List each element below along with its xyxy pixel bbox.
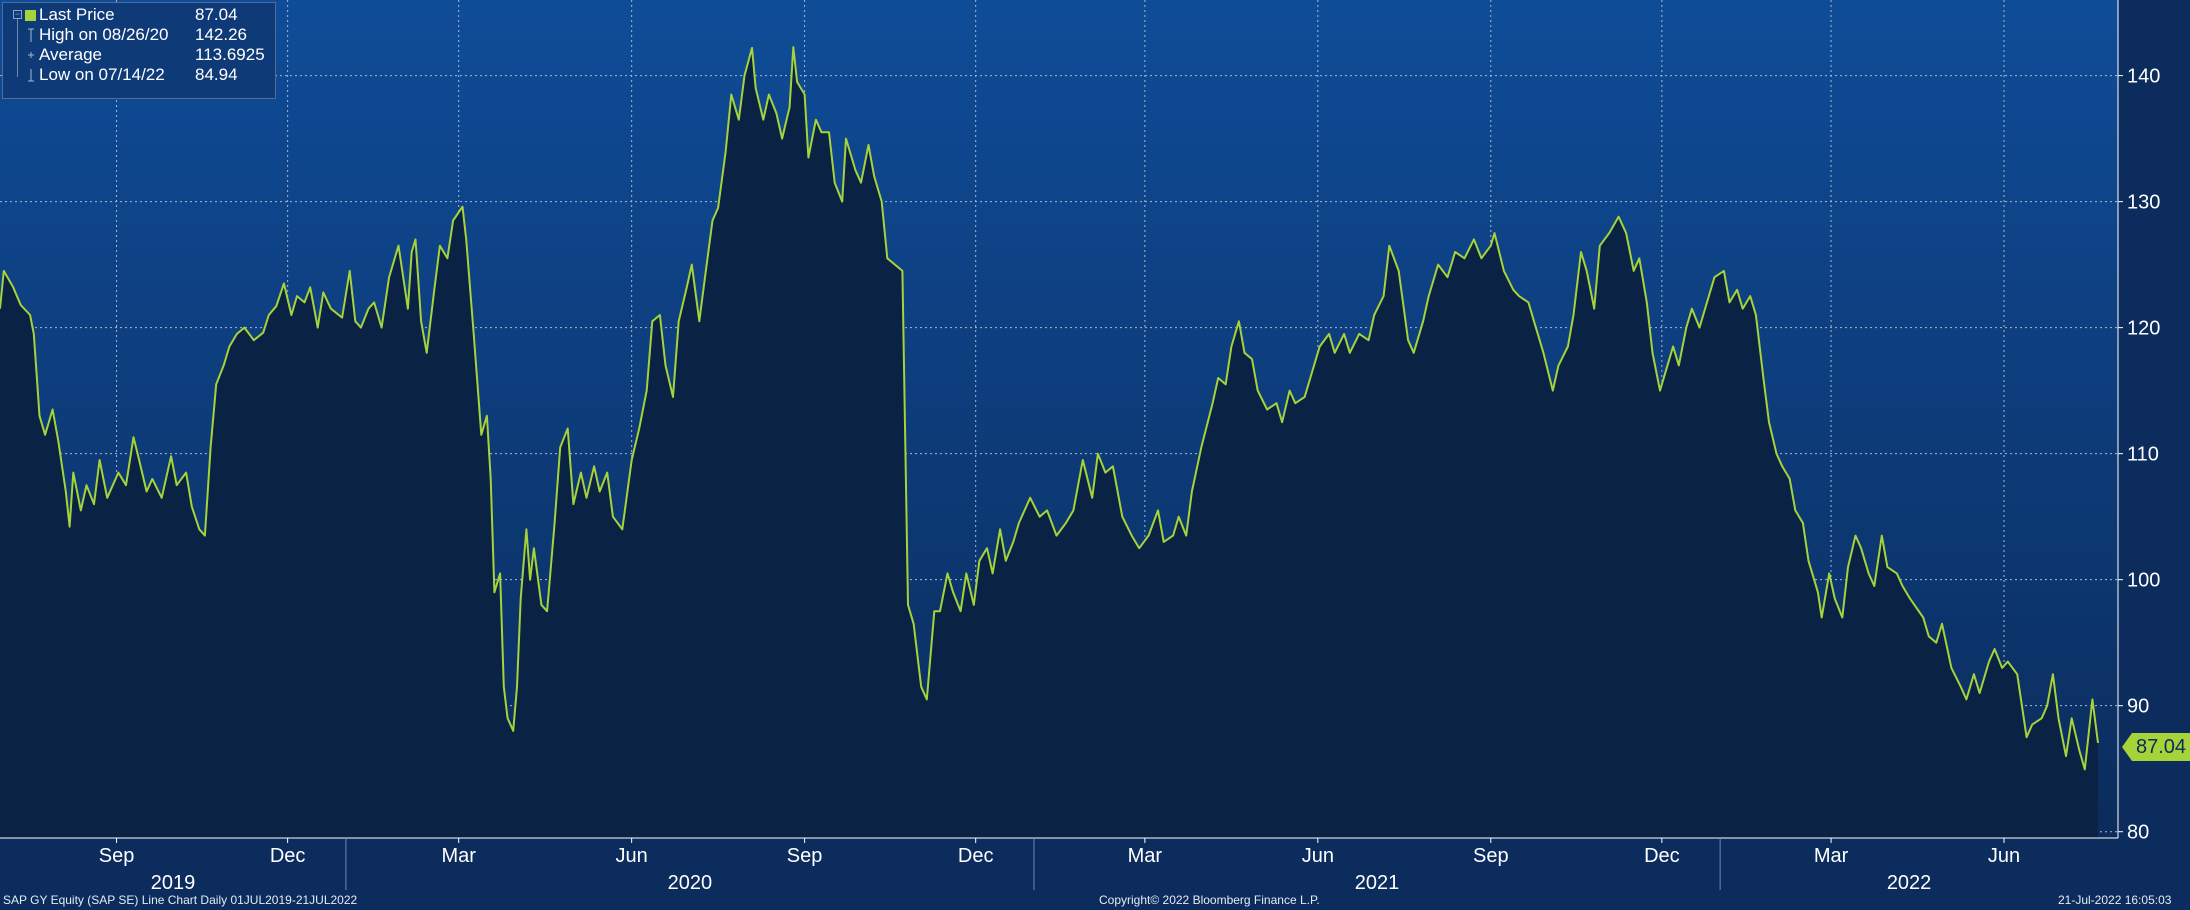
x-tick-label: Dec <box>958 845 994 867</box>
x-tick-label: Mar <box>1128 845 1163 867</box>
year-label: 2022 <box>1887 872 1932 894</box>
footer-timestamp: 21-Jul-2022 16:05:03 <box>2058 893 2172 907</box>
legend-low-label: Low on 07/14/22 <box>39 65 165 84</box>
x-tick-label: Jun <box>1988 845 2020 867</box>
legend-high-value: 142.26 <box>195 25 247 44</box>
x-tick-label: Dec <box>270 845 306 867</box>
legend-average-value: 113.6925 <box>195 45 265 64</box>
x-tick-label: Mar <box>1814 845 1849 867</box>
price-line <box>0 46 2099 771</box>
x-tick-label: Sep <box>1473 845 1509 867</box>
x-axis: Sep Dec Mar Jun Sep Dec Mar Jun Sep Dec Mar Jun 2019… <box>0 837 2118 894</box>
x-tick-label: Jun <box>1302 845 1334 867</box>
y-tick-label: 130 <box>2127 192 2160 214</box>
high-marker-icon <box>28 28 34 42</box>
low-marker-icon <box>28 69 34 82</box>
legend-row-average: Average 113.6925 <box>3 45 277 65</box>
average-marker-icon <box>28 52 34 58</box>
legend-average-label: Average <box>39 45 103 64</box>
y-tick-label: 100 <box>2127 570 2160 592</box>
x-tick-label: Mar <box>441 845 476 867</box>
price-tag-shape <box>2122 733 2190 761</box>
y-axis: 80 90 100 110 120 130 140 <box>2117 0 2160 844</box>
last-price-tag: 87.04 <box>2122 733 2190 761</box>
x-tick-label: Dec <box>1644 845 1680 867</box>
last-price-tag-value: 87.04 <box>2136 736 2187 758</box>
y-tick-label: 90 <box>2127 696 2149 718</box>
price-area-fill <box>0 47 2098 839</box>
x-tick-label: Sep <box>787 845 823 867</box>
x-tick-label: Sep <box>99 845 135 867</box>
legend-row-last-price: − Last Price 87.04 <box>3 5 277 25</box>
y-tick-label: 110 <box>2127 444 2159 466</box>
legend-last-price-label: Last Price <box>39 5 115 24</box>
legend-box: − Last Price 87.04 High on 08/26/20 142.… <box>2 2 276 99</box>
legend-low-value: 84.94 <box>195 65 238 84</box>
legend-row-low: Low on 07/14/22 84.94 <box>3 65 277 85</box>
legend-row-high: High on 08/26/20 142.26 <box>3 25 277 45</box>
y-tick-label: 120 <box>2127 318 2160 340</box>
footer-copyright: Copyright© 2022 Bloomberg Finance L.P. <box>1099 893 1320 907</box>
legend-last-price-value: 87.04 <box>195 5 238 24</box>
last-price-swatch-icon <box>25 10 36 21</box>
year-label: 2020 <box>668 872 713 894</box>
y-tick-label: 140 <box>2127 66 2160 88</box>
y-tick-label: 80 <box>2127 822 2149 844</box>
year-label: 2021 <box>1355 872 1400 894</box>
legend-tree-line <box>17 19 18 77</box>
year-label: 2019 <box>151 872 196 894</box>
legend-high-label: High on 08/26/20 <box>39 25 169 44</box>
footer-security-description: SAP GY Equity (SAP SE) Line Chart Daily … <box>3 893 358 907</box>
x-tick-label: Jun <box>616 845 648 867</box>
collapse-toggle-icon[interactable]: − <box>13 9 22 19</box>
